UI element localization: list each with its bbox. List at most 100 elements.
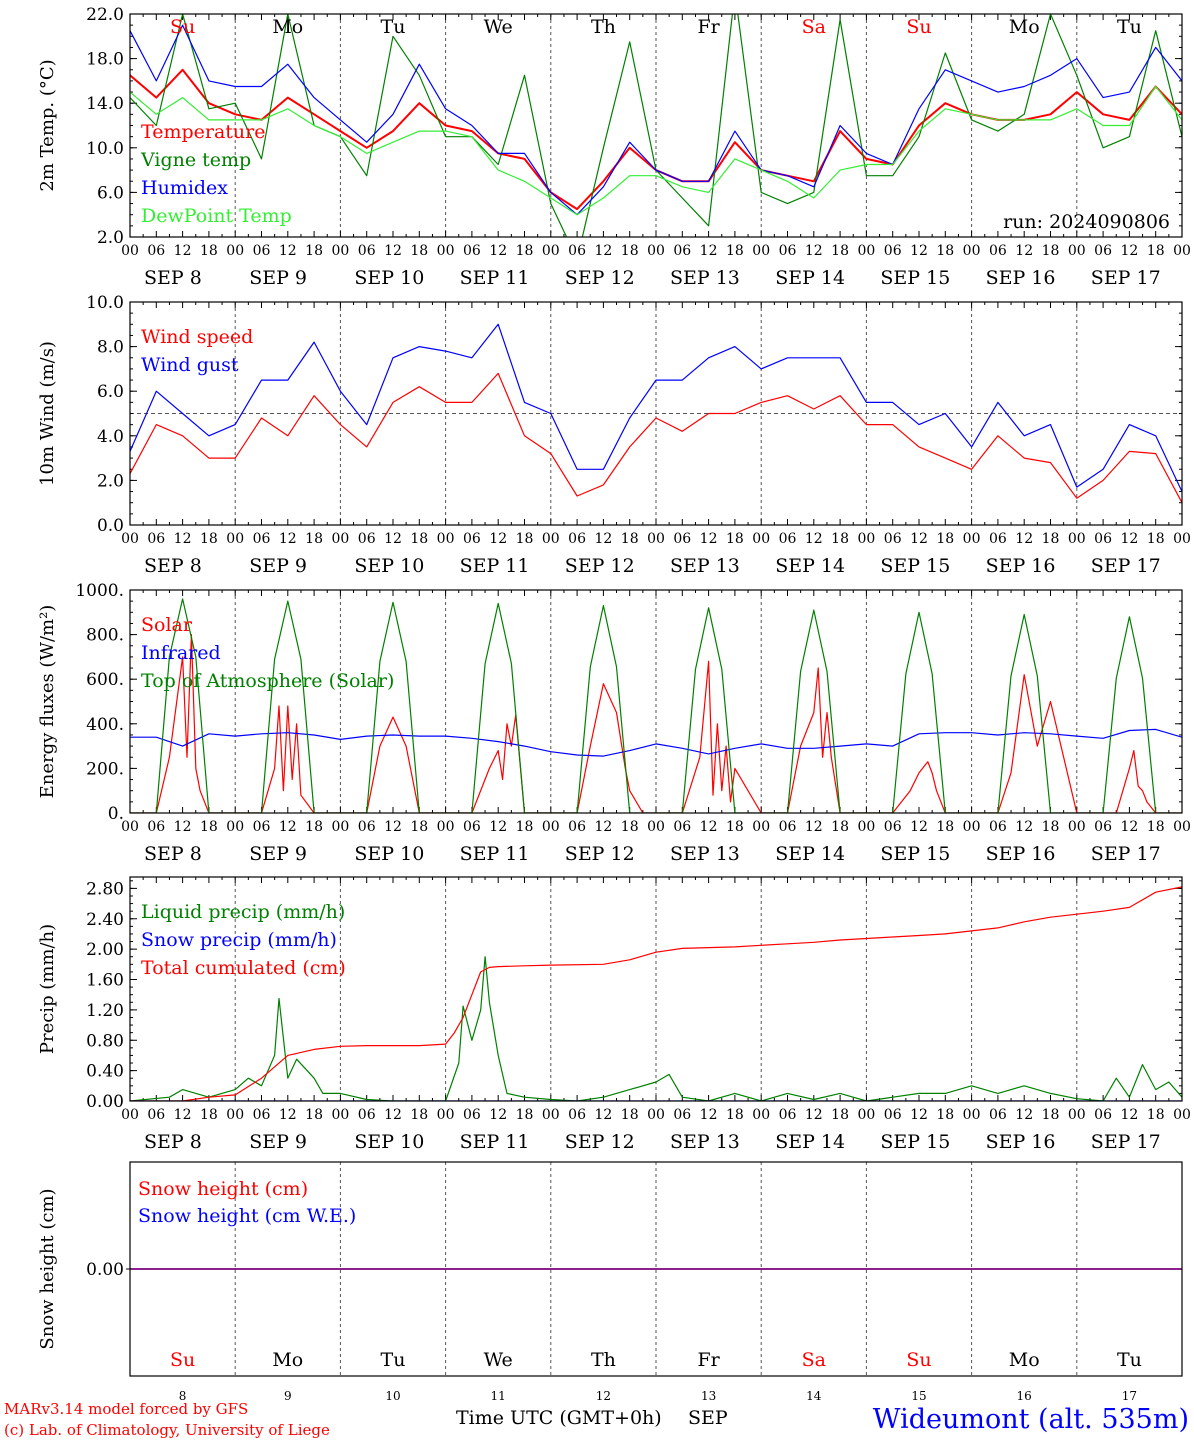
y-tick-label: 600. <box>86 670 124 690</box>
x-hour-label: 12 <box>279 1107 297 1123</box>
snow-panel: 0.00 Snow height (cm) Snow height (cm) Snow… <box>37 1161 1183 1403</box>
x-date-label: SEP 15 <box>880 267 950 289</box>
x-hour-label: 18 <box>516 819 534 835</box>
x-date-label: SEP 9 <box>249 555 307 577</box>
y-tick-label: 2.0 <box>97 228 124 248</box>
x-hour-label: 12 <box>384 243 402 259</box>
x-hour-label: 06 <box>463 531 481 547</box>
x-hour-label: 18 <box>305 819 323 835</box>
x-date-label: SEP 12 <box>565 555 635 577</box>
series-line-solar <box>130 633 1182 813</box>
x-axis-label: Time UTC (GMT+0h) <box>456 1407 662 1429</box>
plot-frame <box>129 1161 1183 1377</box>
x-hour-label: 12 <box>489 819 507 835</box>
x-date-label: SEP 8 <box>144 1131 202 1153</box>
snow-date-label: 13 <box>701 1389 716 1403</box>
x-hour-label: 12 <box>910 531 928 547</box>
x-hour-label: 18 <box>305 1107 323 1123</box>
y-axis-label: 2m Temp. (°C) <box>37 59 58 191</box>
series-group <box>130 14 1182 237</box>
series-line-wind-speed <box>130 372 1182 503</box>
x-hour-label: 18 <box>621 243 639 259</box>
series-group <box>130 886 1182 1101</box>
y-tick-label: 6.0 <box>97 382 124 402</box>
legend-entry: Liquid precip (mm/h) <box>141 901 345 923</box>
temperature-panel: 2.0 6.0 10.0 14.0 18.0 22.0 2m Temp. (°C) Tempe… <box>37 5 1191 289</box>
x-date-label: SEP 15 <box>880 555 950 577</box>
day-of-week-label: Fr <box>697 16 720 38</box>
x-hour-label: 18 <box>831 1107 849 1123</box>
x-hour-label: 18 <box>1147 819 1165 835</box>
x-hour-label: 18 <box>1042 1107 1060 1123</box>
day-of-week-label: Sa <box>802 1349 826 1371</box>
y-tick-label: 10.0 <box>86 293 124 313</box>
x-hour-label: 18 <box>621 1107 639 1123</box>
y-tick-label: 6.0 <box>97 183 124 203</box>
x-hour-label: 12 <box>384 819 402 835</box>
x-date-label: SEP 9 <box>249 843 307 865</box>
x-hour-label: 12 <box>174 243 192 259</box>
x-hour-label: 00 <box>752 819 770 835</box>
x-date-label: SEP 8 <box>144 843 202 865</box>
x-hour-label: 18 <box>1147 1107 1165 1123</box>
legend-entry: Snow height (cm W.E.) <box>138 1205 356 1227</box>
run-label: run: 2024090806 <box>1003 211 1170 233</box>
precip-panel: 0.00 0.40 0.80 1.20 1.60 2.00 2.40 2.80 Precip (… <box>37 876 1191 1153</box>
legend-entry: Snow precip (mm/h) <box>141 929 337 951</box>
x-hour-label: 12 <box>1120 531 1138 547</box>
x-hour-label: 00 <box>226 819 244 835</box>
series-line-wind-gust <box>130 323 1182 492</box>
x-hour-label: 00 <box>1173 1107 1191 1123</box>
series-group <box>130 598 1182 813</box>
x-hour-label: 00 <box>1173 531 1191 547</box>
credit-line-1: MARv3.14 model forced by GFS <box>4 1400 248 1418</box>
x-hour-label: 18 <box>410 531 428 547</box>
snow-date-label: 14 <box>806 1389 822 1403</box>
x-hour-label: 06 <box>463 1107 481 1123</box>
series-line-infrared <box>130 728 1182 757</box>
x-hour-label: 00 <box>226 531 244 547</box>
x-hour-label: 12 <box>279 819 297 835</box>
x-hour-label: 06 <box>989 1107 1007 1123</box>
x-date-label: SEP 14 <box>775 843 845 865</box>
x-hour-label: 18 <box>831 243 849 259</box>
x-hour-label: 12 <box>174 531 192 547</box>
y-tick-label: 0.0 <box>97 516 124 536</box>
x-hour-label: 18 <box>305 531 323 547</box>
x-date-label: SEP 16 <box>986 267 1056 289</box>
x-hour-label: 00 <box>1173 819 1191 835</box>
day-of-week-label: Fr <box>697 1349 720 1371</box>
x-hour-label: 00 <box>121 531 139 547</box>
x-hour-label: 00 <box>1068 243 1086 259</box>
legend-entry: Total cumulated (cm) <box>141 957 346 979</box>
y-tick-label: 22.0 <box>86 5 124 25</box>
x-date-label: SEP 16 <box>986 1131 1056 1153</box>
x-hour-label: 00 <box>857 531 875 547</box>
x-hour-label: 12 <box>700 531 718 547</box>
x-hour-label: 18 <box>200 819 218 835</box>
x-hour-label: 06 <box>1094 531 1112 547</box>
x-hour-label: 00 <box>963 243 981 259</box>
x-hour-label: 12 <box>805 1107 823 1123</box>
y-tick-label: 2.80 <box>86 879 124 899</box>
x-hour-label: 06 <box>463 819 481 835</box>
month-label: SEP <box>688 1407 728 1429</box>
x-date-label: SEP 11 <box>460 1131 530 1153</box>
x-hour-label: 12 <box>594 243 612 259</box>
x-hour-label: 06 <box>568 531 586 547</box>
y-tick-label: 18.0 <box>86 50 124 70</box>
day-of-week-label: Su <box>170 16 195 38</box>
x-hour-label: 00 <box>647 819 665 835</box>
x-hour-label: 12 <box>1120 819 1138 835</box>
x-hour-label: 18 <box>936 819 954 835</box>
legend-entry: Humidex <box>141 177 228 199</box>
x-hour-label: 18 <box>410 243 428 259</box>
x-hour-label: 06 <box>463 243 481 259</box>
x-hour-label: 00 <box>331 819 349 835</box>
y-tick-label: 400. <box>86 715 124 735</box>
day-of-week-label: Tu <box>381 1349 406 1371</box>
x-hour-label: 00 <box>437 1107 455 1123</box>
x-hour-label: 12 <box>700 819 718 835</box>
x-hour-label: 00 <box>647 531 665 547</box>
plot-frame <box>129 13 1183 238</box>
